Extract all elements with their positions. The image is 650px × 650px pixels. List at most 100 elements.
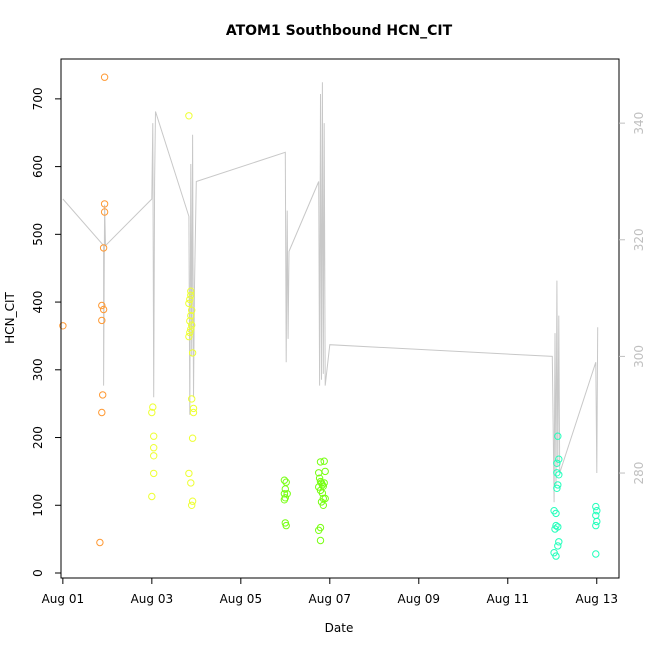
data-point <box>99 391 107 399</box>
y2-tick-label: 280 <box>632 462 646 485</box>
data-point <box>593 507 601 515</box>
x-axis: Aug 01 Aug 03 Aug 05 Aug 07 Aug 09 Aug 11 Aug … <box>42 578 618 606</box>
plot-area <box>59 73 601 560</box>
data-point <box>321 467 329 476</box>
data-point <box>150 444 158 452</box>
data-point <box>554 481 562 489</box>
data-point <box>100 208 109 216</box>
data-point <box>188 306 196 314</box>
data-point <box>148 408 156 417</box>
data-point <box>555 455 563 463</box>
y2-tick-label: 340 <box>632 112 646 135</box>
data-point <box>185 332 193 341</box>
data-point <box>280 476 289 484</box>
data-point <box>188 434 197 442</box>
data-point <box>185 299 193 308</box>
y-axis-label: HCN_CIT <box>3 292 17 344</box>
y-tick-label: 100 <box>31 494 45 517</box>
y2-tick-label: 300 <box>632 345 646 368</box>
data-point <box>553 469 561 477</box>
data-point <box>282 478 290 486</box>
y-tick-label: 400 <box>31 291 45 314</box>
data-point <box>552 521 560 530</box>
data-point <box>319 501 327 509</box>
y-tick-label: 300 <box>31 358 45 381</box>
data-point <box>553 484 561 492</box>
data-point <box>281 485 289 493</box>
data-point <box>315 526 323 534</box>
data-point <box>187 325 195 333</box>
data-point <box>320 479 328 487</box>
data-point <box>187 287 195 295</box>
data-point <box>150 432 158 440</box>
y-tick-label: 200 <box>31 426 45 449</box>
data-point <box>555 538 563 546</box>
data-point <box>59 322 67 330</box>
y-tick-label: 0 <box>31 569 45 577</box>
data-point <box>189 404 198 413</box>
data-point <box>592 502 600 511</box>
data-point <box>554 432 562 440</box>
data-point <box>98 408 106 417</box>
data-point <box>149 403 157 411</box>
data-point <box>320 457 328 465</box>
data-point <box>187 311 195 320</box>
data-point <box>280 496 289 504</box>
data-point <box>98 316 106 325</box>
x-tick-label: Aug 09 <box>398 592 441 606</box>
data-point <box>100 200 109 208</box>
data-point <box>187 479 195 487</box>
data-point <box>592 550 600 558</box>
chart-title: ATOM1 Southbound HCN_CIT <box>226 23 453 39</box>
y-tick-label: 500 <box>31 223 45 246</box>
data-point <box>188 349 197 357</box>
data-point <box>188 321 196 329</box>
data-point <box>99 305 108 314</box>
data-point <box>315 474 324 482</box>
data-point <box>553 459 561 467</box>
data-point <box>282 521 290 530</box>
data-point <box>592 521 600 530</box>
data-point <box>592 511 600 520</box>
data-point <box>552 552 560 560</box>
data-point <box>316 458 325 466</box>
data-point <box>96 538 104 547</box>
x-tick-label: Aug 13 <box>575 592 618 606</box>
data-point <box>316 536 325 545</box>
data-point <box>554 523 562 531</box>
data-point <box>593 517 601 526</box>
x-tick-label: Aug 01 <box>42 592 85 606</box>
y-axis: 0 100 200 300 400 500 600 700 <box>31 87 61 577</box>
data-point <box>185 469 193 478</box>
data-point <box>283 490 291 498</box>
data-point <box>188 501 196 509</box>
data-point <box>100 73 109 81</box>
data-point <box>550 507 558 515</box>
data-point <box>554 542 562 550</box>
x-tick-label: Aug 07 <box>309 592 352 606</box>
data-point <box>150 452 158 460</box>
x-axis-label: Date <box>325 621 354 635</box>
data-point <box>98 301 106 310</box>
data-point <box>186 295 194 304</box>
data-point <box>186 328 194 337</box>
secondary-y-axis: 280 300 320 340 <box>619 112 646 485</box>
x-tick-label: Aug 03 <box>131 592 174 606</box>
x-tick-label: Aug 05 <box>220 592 263 606</box>
y-tick-label: 600 <box>31 155 45 178</box>
secondary-series-line <box>62 82 599 503</box>
data-point <box>186 317 194 325</box>
data-point <box>187 291 195 299</box>
data-point <box>188 497 197 505</box>
y2-tick-label: 320 <box>632 228 646 251</box>
data-point <box>188 395 196 403</box>
plot-frame <box>60 58 620 579</box>
data-point <box>99 244 108 252</box>
data-point <box>555 471 563 479</box>
x-tick-label: Aug 11 <box>487 592 530 606</box>
data-point <box>185 112 193 120</box>
y-tick-label: 700 <box>31 87 45 110</box>
data-point <box>189 408 198 417</box>
data-point <box>150 469 158 478</box>
